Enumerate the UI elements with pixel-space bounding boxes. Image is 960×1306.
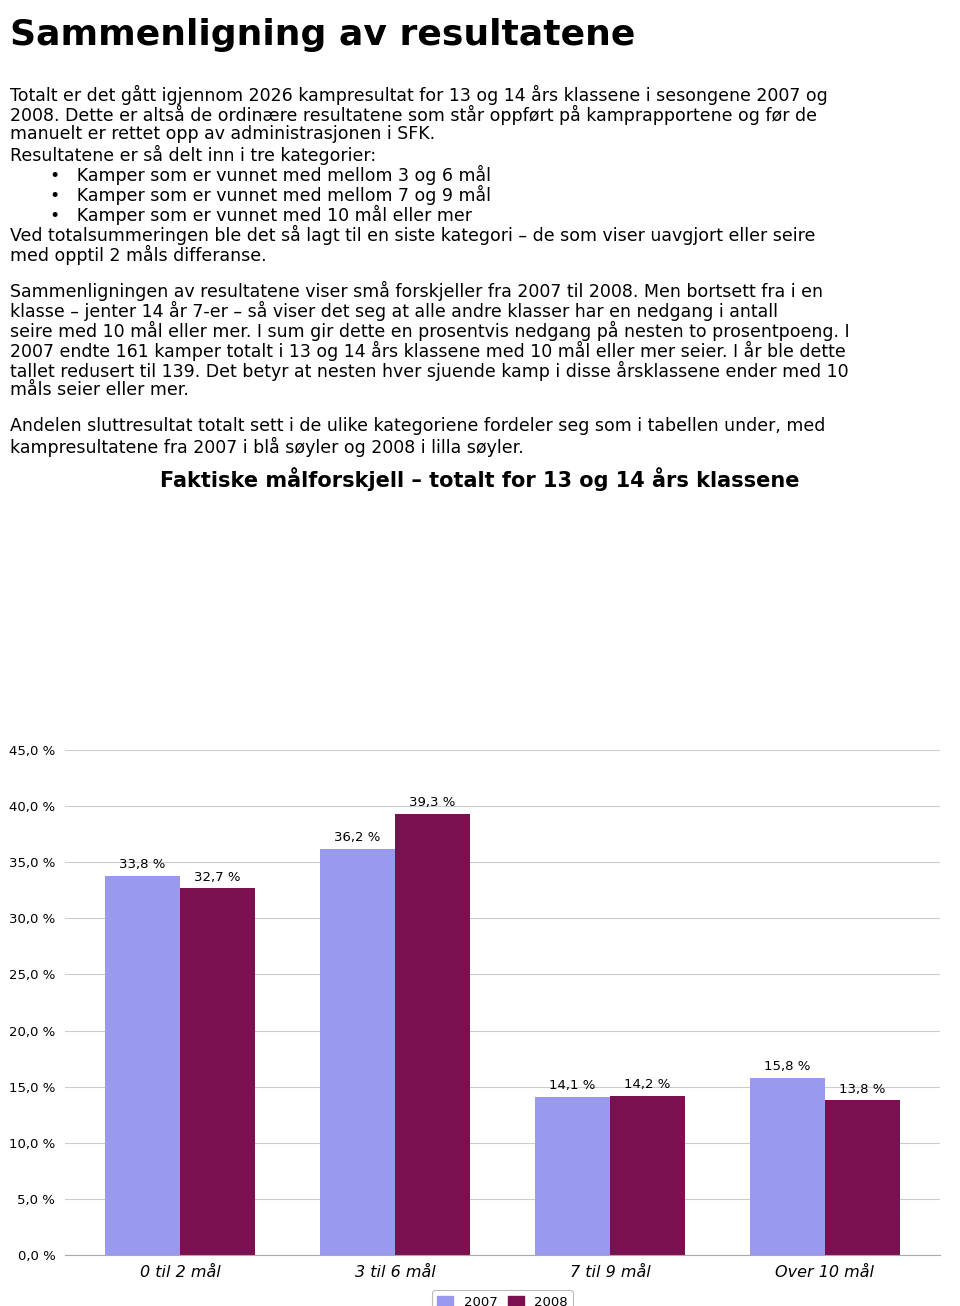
Bar [825,1100,900,1255]
Bar [105,876,180,1255]
Text: 32,7 %: 32,7 % [194,871,241,884]
Text: 36,2 %: 36,2 % [334,831,380,844]
Text: Sammenligning av resultatene: Sammenligning av resultatene [10,18,636,52]
Legend: 2007, 2008: 2007, 2008 [432,1290,573,1306]
Bar [395,814,470,1255]
Text: Faktiske målforskjell – totalt for 13 og 14 års klassene: Faktiske målforskjell – totalt for 13 og… [160,468,800,491]
Text: •   Kamper som er vunnet med mellom 3 og 6 mål: • Kamper som er vunnet med mellom 3 og 6… [50,165,491,185]
Text: tallet redusert til 139. Det betyr at nesten hver sjuende kamp i disse årsklasse: tallet redusert til 139. Det betyr at ne… [10,360,849,381]
Text: Andelen sluttresultat totalt sett i de ulike kategoriene fordeler seg som i tabe: Andelen sluttresultat totalt sett i de u… [10,417,826,435]
Text: Ved totalsummeringen ble det så lagt til en siste kategori – de som viser uavgjo: Ved totalsummeringen ble det så lagt til… [10,225,815,246]
Text: Resultatene er så delt inn i tre kategorier:: Resultatene er så delt inn i tre kategor… [10,145,376,165]
Text: •   Kamper som er vunnet med 10 mål eller mer: • Kamper som er vunnet med 10 mål eller … [50,205,472,225]
Text: 2007 endte 161 kamper totalt i 13 og 14 års klassene med 10 mål eller mer seier.: 2007 endte 161 kamper totalt i 13 og 14 … [10,341,846,360]
Text: kampresultatene fra 2007 i blå søyler og 2008 i lilla søyler.: kampresultatene fra 2007 i blå søyler og… [10,438,524,457]
Text: 15,8 %: 15,8 % [764,1060,810,1074]
Text: manuelt er rettet opp av administrasjonen i SFK.: manuelt er rettet opp av administrasjone… [10,125,435,142]
Text: Sammenligningen av resultatene viser små forskjeller fra 2007 til 2008. Men bort: Sammenligningen av resultatene viser små… [10,281,823,302]
Bar [535,1097,610,1255]
Text: •   Kamper som er vunnet med mellom 7 og 9 mål: • Kamper som er vunnet med mellom 7 og 9… [50,185,491,205]
Text: 14,2 %: 14,2 % [624,1079,671,1091]
Bar [320,849,395,1255]
Text: 39,3 %: 39,3 % [410,797,456,810]
Bar [610,1096,685,1255]
Text: 13,8 %: 13,8 % [839,1083,886,1096]
Text: klasse – jenter 14 år 7-er – så viser det seg at alle andre klasser har en nedga: klasse – jenter 14 år 7-er – så viser de… [10,300,778,321]
Text: måls seier eller mer.: måls seier eller mer. [10,381,189,400]
Bar [750,1077,825,1255]
Text: Totalt er det gått igjennom 2026 kampresultat for 13 og 14 års klassene i sesong: Totalt er det gått igjennom 2026 kampres… [10,85,828,104]
Text: seire med 10 mål eller mer. I sum gir dette en prosentvis nedgang på nesten to p: seire med 10 mål eller mer. I sum gir de… [10,321,850,341]
Text: 14,1 %: 14,1 % [549,1079,595,1092]
Bar [180,888,255,1255]
Text: med opptil 2 måls differanse.: med opptil 2 måls differanse. [10,246,267,265]
Text: 33,8 %: 33,8 % [119,858,165,871]
Text: 2008. Dette er altså de ordinære resultatene som står oppført på kamprapportene : 2008. Dette er altså de ordinære resulta… [10,104,817,125]
